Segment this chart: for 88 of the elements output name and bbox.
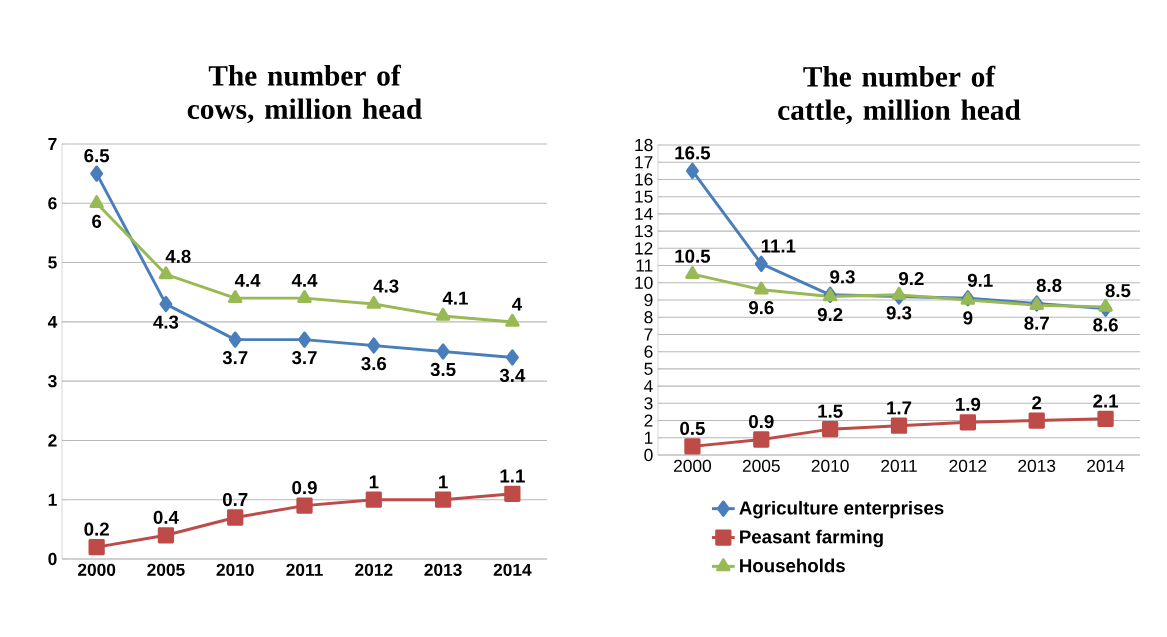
data-label: 3.4 bbox=[499, 368, 526, 383]
data-label: 4.3 bbox=[153, 315, 179, 329]
x-tick-label: 2010 bbox=[811, 459, 849, 472]
x-tick-label: 2014 bbox=[493, 563, 532, 576]
x-tick-label: 2013 bbox=[424, 563, 462, 576]
y-tick-label: 6 bbox=[48, 197, 57, 210]
chart-title: The number of cattle, million head bbox=[778, 65, 1021, 125]
legend-label: Households bbox=[740, 558, 845, 573]
y-tick-label: 1 bbox=[48, 493, 57, 506]
data-label: 3.7 bbox=[291, 351, 317, 365]
data-label: 3.7 bbox=[222, 351, 248, 365]
data-label: 3.6 bbox=[361, 356, 387, 371]
data-label: 6.5 bbox=[84, 149, 110, 163]
data-label: 0.7 bbox=[222, 492, 248, 507]
data-label: 4.1 bbox=[442, 291, 468, 305]
data-label: 1.5 bbox=[818, 404, 843, 418]
data-label: 1.9 bbox=[956, 397, 981, 411]
data-label: 11.1 bbox=[761, 239, 796, 253]
y-tick-label: 13 bbox=[635, 224, 653, 238]
y-tick-label: 14 bbox=[635, 207, 653, 220]
data-label: 4.3 bbox=[373, 279, 399, 293]
y-tick-label: 7 bbox=[644, 328, 653, 341]
y-tick-label: 5 bbox=[48, 256, 57, 269]
data-label: 0.5 bbox=[680, 421, 705, 436]
y-tick-label: 9 bbox=[644, 293, 653, 307]
data-label: 1.1 bbox=[500, 469, 525, 483]
y-tick-label: 2 bbox=[644, 414, 653, 427]
data-label: 4 bbox=[512, 297, 523, 311]
data-label: 4.4 bbox=[234, 273, 261, 287]
data-label: 1.7 bbox=[887, 401, 912, 415]
legend-label: Peasant farming bbox=[740, 529, 883, 548]
y-tick-label: 3 bbox=[644, 397, 653, 410]
x-tick-label: 2011 bbox=[286, 563, 323, 576]
data-label: 9.2 bbox=[817, 307, 843, 322]
data-label: 3.5 bbox=[430, 362, 456, 377]
x-tick-label: 2014 bbox=[1087, 459, 1125, 472]
y-tick-label: 4 bbox=[644, 380, 653, 393]
y-tick-label: 6 bbox=[644, 345, 653, 358]
data-label: 9 bbox=[963, 311, 973, 325]
x-tick-label: 2013 bbox=[1018, 459, 1056, 472]
x-tick-label: 2012 bbox=[949, 459, 987, 472]
data-label: 0.4 bbox=[153, 510, 179, 524]
y-tick-label: 17 bbox=[635, 156, 653, 169]
data-label: 8.7 bbox=[1024, 316, 1049, 330]
x-tick-label: 2000 bbox=[77, 563, 116, 576]
y-tick-label: 3 bbox=[48, 374, 57, 388]
x-tick-label: 2000 bbox=[674, 459, 712, 472]
data-label: 9.1 bbox=[967, 273, 993, 287]
y-tick-label: 1 bbox=[644, 431, 653, 444]
data-label: 10.5 bbox=[675, 249, 711, 263]
data-label: 9.2 bbox=[899, 271, 924, 286]
data-label: 2 bbox=[1032, 396, 1042, 410]
data-label: 8.8 bbox=[1036, 278, 1062, 293]
data-label: 1 bbox=[439, 475, 448, 489]
chart-title: The number of cows, million head bbox=[187, 64, 422, 124]
data-label: 0.9 bbox=[292, 481, 317, 495]
y-tick-label: 10 bbox=[635, 276, 653, 289]
data-label: 4.4 bbox=[291, 273, 318, 287]
y-tick-label: 7 bbox=[48, 138, 57, 150]
y-tick-label: 0 bbox=[644, 448, 653, 462]
legend-label: Agriculture enterprises bbox=[739, 500, 944, 519]
x-tick-label: 2012 bbox=[355, 563, 393, 576]
data-label: 9.3 bbox=[886, 306, 912, 320]
y-tick-label: 0 bbox=[48, 552, 57, 566]
data-label: 16.5 bbox=[675, 146, 711, 160]
data-label: 2.1 bbox=[1093, 394, 1119, 408]
y-tick-label: 18 bbox=[635, 138, 653, 152]
y-tick-label: 5 bbox=[644, 362, 653, 375]
y-tick-label: 11 bbox=[636, 259, 653, 272]
data-label: 9.6 bbox=[748, 301, 774, 315]
x-tick-label: 2011 bbox=[881, 459, 917, 472]
y-tick-label: 8 bbox=[644, 311, 653, 324]
x-tick-label: 2010 bbox=[216, 563, 254, 576]
data-label: 0.2 bbox=[84, 522, 109, 536]
y-tick-label: 16 bbox=[635, 173, 653, 186]
x-tick-label: 2005 bbox=[742, 459, 780, 472]
y-tick-label: 15 bbox=[635, 190, 653, 203]
data-label: 1 bbox=[369, 475, 379, 489]
data-label: 9.3 bbox=[830, 270, 855, 284]
data-label: 4.8 bbox=[165, 249, 191, 264]
x-tick-label: 2005 bbox=[147, 563, 185, 576]
y-tick-label: 12 bbox=[635, 242, 653, 255]
data-label: 0.9 bbox=[749, 414, 774, 429]
y-tick-label: 2 bbox=[48, 434, 57, 447]
data-label: 8.6 bbox=[1093, 318, 1118, 332]
data-label: 8.5 bbox=[1105, 284, 1131, 298]
y-tick-label: 4 bbox=[47, 315, 58, 328]
data-label: 6 bbox=[92, 214, 102, 228]
